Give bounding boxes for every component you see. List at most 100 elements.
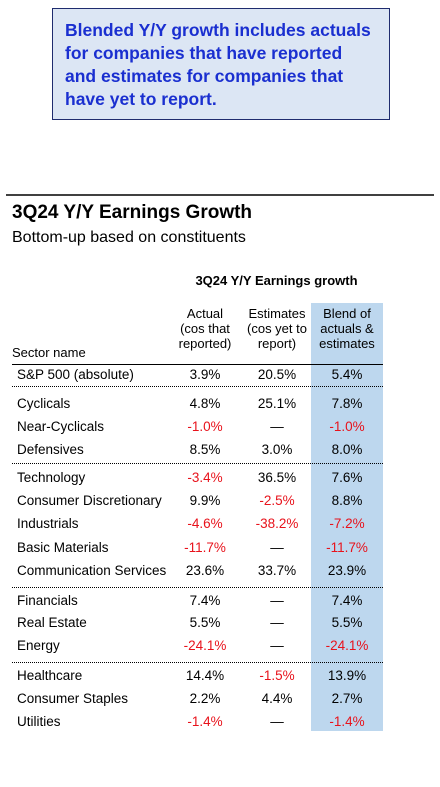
col-header-sector: Sector name <box>12 345 86 360</box>
cell-estimates: — <box>270 419 284 434</box>
cell-sector: Industrials <box>17 516 79 531</box>
header-rule <box>12 364 383 365</box>
cell-actual: -24.1% <box>183 638 227 653</box>
cell-actual: 3.9% <box>189 367 221 382</box>
cell-blend: -24.1% <box>325 638 369 653</box>
blend-column-highlight <box>311 303 383 731</box>
col-header-blend-line: Blend of <box>323 306 371 321</box>
cell-actual: -11.7% <box>184 540 226 555</box>
cell-blend: -1.0% <box>329 419 365 434</box>
cell-actual: -1.4% <box>187 714 223 729</box>
cell-estimates: 4.4% <box>261 691 293 706</box>
title-top-rule <box>6 194 434 196</box>
group-divider <box>12 463 383 464</box>
group-divider <box>12 587 383 588</box>
cell-blend: -11.7% <box>326 540 368 555</box>
col-header-estimates: Estimates (cos yet to report) <box>242 306 312 351</box>
col-header-estimates-line: report) <box>257 336 297 351</box>
cell-estimates: 20.5% <box>257 367 297 382</box>
group-divider <box>12 386 383 387</box>
cell-actual: 2.2% <box>189 691 221 706</box>
col-header-blend-line: estimates <box>319 336 375 351</box>
cell-sector: Defensives <box>17 442 84 457</box>
cell-sector: Near-Cyclicals <box>17 419 105 434</box>
cell-sector: Consumer Staples <box>17 691 129 706</box>
cell-actual: -3.4% <box>187 470 223 485</box>
cell-actual: 7.4% <box>189 593 221 608</box>
cell-estimates: — <box>270 593 284 608</box>
cell-sector: Healthcare <box>17 668 83 683</box>
group-header: 3Q24 Y/Y Earnings growth <box>195 273 358 288</box>
col-header-actual-line: Actual <box>186 306 224 321</box>
cell-blend: 5.5% <box>331 615 363 630</box>
cell-sector: Technology <box>17 470 86 485</box>
col-header-blend: Blend of actuals & estimates <box>311 306 383 351</box>
col-header-actual: Actual (cos that reported) <box>170 306 240 351</box>
page-subtitle: Bottom-up based on constituents <box>12 229 246 246</box>
cell-sector: Cyclicals <box>17 396 71 411</box>
cell-actual: 23.6% <box>185 563 225 578</box>
cell-actual: -1.0% <box>187 419 223 434</box>
table-row: Energy -24.1% — -24.1% <box>0 635 440 657</box>
cell-blend: 8.0% <box>331 442 363 457</box>
cell-estimates: -38.2% <box>255 516 299 531</box>
cell-actual: 5.5% <box>189 615 221 630</box>
table-row: Consumer Staples 2.2% 4.4% 2.7% <box>0 688 440 710</box>
cell-estimates: — <box>270 540 284 555</box>
cell-sector: Financials <box>17 593 78 608</box>
cell-estimates: 36.5% <box>257 470 297 485</box>
table-row: Industrials -4.6% -38.2% -7.2% <box>0 513 440 535</box>
table-row: Real Estate 5.5% — 5.5% <box>0 612 440 634</box>
cell-blend: 2.7% <box>331 691 363 706</box>
col-header-actual-line: reported) <box>178 336 232 351</box>
table-row: Financials 7.4% — 7.4% <box>0 590 440 612</box>
col-header-actual-line: (cos that <box>180 321 230 336</box>
callout-box: Blended Y/Y growth includes actuals for … <box>52 8 390 120</box>
cell-estimates: — <box>270 615 284 630</box>
page-title: 3Q24 Y/Y Earnings Growth <box>12 202 253 223</box>
cell-actual: -4.6% <box>187 516 223 531</box>
cell-sector: Consumer Discretionary <box>17 493 162 508</box>
cell-blend: 5.4% <box>331 367 363 382</box>
cell-blend: 8.8% <box>331 493 363 508</box>
table-row: S&P 500 (absolute) 3.9% 20.5% 5.4% <box>0 364 440 386</box>
cell-estimates: 33.7% <box>257 563 297 578</box>
cell-estimates: — <box>270 638 284 653</box>
cell-blend: -1.4% <box>329 714 365 729</box>
col-header-estimates-line: Estimates <box>248 306 306 321</box>
table-row: Cyclicals 4.8% 25.1% 7.8% <box>0 393 440 415</box>
cell-sector: S&P 500 (absolute) <box>17 367 134 382</box>
cell-sector: Communication Services <box>17 563 167 578</box>
cell-sector: Basic Materials <box>17 540 109 555</box>
cell-actual: 4.8% <box>189 396 221 411</box>
callout-text: Blended Y/Y growth includes actuals for … <box>65 20 371 109</box>
cell-blend: 13.9% <box>327 668 367 683</box>
table-row: Defensives 8.5% 3.0% 8.0% <box>0 439 440 461</box>
table-row: Consumer Discretionary 9.9% -2.5% 8.8% <box>0 490 440 512</box>
col-header-estimates-line: (cos yet to <box>247 321 307 336</box>
table-row: Utilities -1.4% — -1.4% <box>0 711 440 733</box>
cell-actual: 9.9% <box>189 493 221 508</box>
group-divider <box>12 662 383 663</box>
cell-estimates: 3.0% <box>261 442 293 457</box>
cell-estimates: 25.1% <box>257 396 297 411</box>
cell-estimates: — <box>270 714 284 729</box>
cell-blend: 7.6% <box>331 470 363 485</box>
table-row: Technology -3.4% 36.5% 7.6% <box>0 467 440 489</box>
cell-sector: Energy <box>17 638 60 653</box>
cell-blend: 7.8% <box>331 396 363 411</box>
cell-sector: Utilities <box>17 714 61 729</box>
col-header-blend-line: actuals & <box>320 321 374 336</box>
table-row: Basic Materials -11.7% — -11.7% <box>0 537 440 559</box>
cell-blend: 7.4% <box>331 593 363 608</box>
table-row: Healthcare 14.4% -1.5% 13.9% <box>0 665 440 687</box>
cell-blend: -7.2% <box>329 516 365 531</box>
cell-estimates: -2.5% <box>259 493 295 508</box>
table-row: Near-Cyclicals -1.0% — -1.0% <box>0 416 440 438</box>
cell-sector: Real Estate <box>17 615 87 630</box>
cell-blend: 23.9% <box>327 563 367 578</box>
cell-estimates: -1.5% <box>259 668 295 683</box>
cell-actual: 14.4% <box>185 668 225 683</box>
cell-actual: 8.5% <box>189 442 221 457</box>
table-row: Communication Services 23.6% 33.7% 23.9% <box>0 560 440 582</box>
